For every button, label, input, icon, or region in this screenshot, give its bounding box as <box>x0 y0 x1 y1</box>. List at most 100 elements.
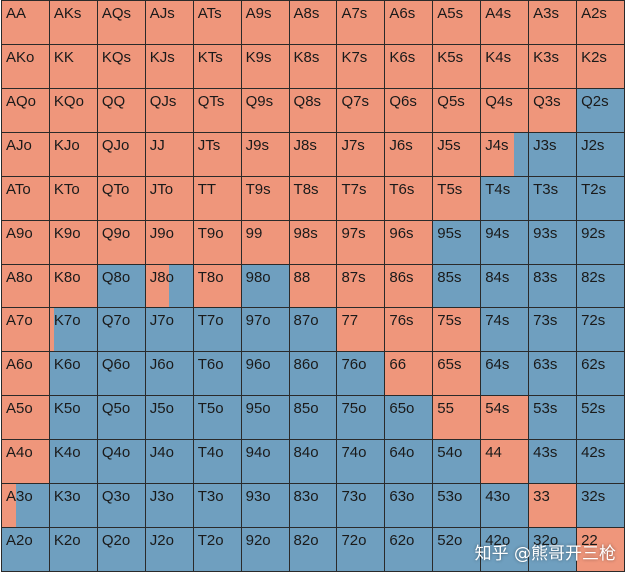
hand-label: T3o <box>197 488 224 506</box>
hand-cell-fill <box>337 308 385 352</box>
hand-label: A2o <box>6 532 33 550</box>
hand-cell: 77 <box>337 308 385 352</box>
hand-label: K6o <box>53 356 81 374</box>
hand-cell-fill <box>289 88 337 132</box>
hand-label: Q7s <box>341 92 369 110</box>
hand-label: K6s <box>389 48 416 66</box>
hand-label: T4s <box>485 180 511 198</box>
hand-label: KJs <box>149 48 175 66</box>
hand-label: 54o <box>437 444 463 462</box>
hand-cell: A8o <box>2 264 49 308</box>
hand-cell-fill <box>385 176 433 220</box>
hand-cell: Q9o <box>97 220 145 264</box>
hand-label: 98s <box>293 224 318 242</box>
hand-label: Q3o <box>101 488 131 506</box>
hand-cell: J9o <box>145 220 193 264</box>
hand-label: Q8s <box>293 92 322 110</box>
hand-cell: T3o <box>193 484 241 528</box>
hand-cell: K9o <box>49 220 97 264</box>
hand-cell: J4s <box>481 132 529 176</box>
hand-cell: K4s <box>481 44 529 88</box>
hand-cell: T4s <box>481 176 529 220</box>
hand-label: J7o <box>149 312 174 330</box>
hand-cell: Q7s <box>337 88 385 132</box>
hand-cell-fill <box>193 88 241 132</box>
hand-label: Q5o <box>101 400 131 418</box>
hand-cell: AQo <box>2 88 49 132</box>
hand-label: K9s <box>245 48 272 66</box>
hand-cell: 53s <box>529 396 577 440</box>
hand-cell-fill <box>2 176 49 220</box>
hand-cell: 72o <box>337 528 385 571</box>
hand-cell: K4o <box>49 440 97 484</box>
hand-cell: 92s <box>577 220 624 264</box>
hand-cell: ATo <box>2 176 49 220</box>
hand-cell-fill <box>145 132 193 176</box>
hand-label: 74o <box>341 444 367 462</box>
hand-label: 83s <box>533 268 558 286</box>
hand-cell: QJs <box>145 88 193 132</box>
hand-cell-fill <box>2 44 49 88</box>
hand-label: 92s <box>581 224 606 242</box>
hand-cell-fill <box>289 176 337 220</box>
hand-label: K3o <box>53 488 81 506</box>
hand-cell-fill <box>97 44 145 88</box>
hand-cell: QQ <box>97 88 145 132</box>
hand-cell: 95s <box>433 220 481 264</box>
hand-cell: J5s <box>433 132 481 176</box>
hand-cell: K8s <box>289 44 337 88</box>
hand-cell: Q5s <box>433 88 481 132</box>
hand-cell-fill <box>2 264 49 308</box>
hand-cell-fill <box>481 1 529 44</box>
hand-label: 43s <box>533 444 558 462</box>
hand-cell: 96s <box>385 220 433 264</box>
hand-label: J8o <box>149 268 174 286</box>
hand-label: Q6o <box>101 356 131 374</box>
hand-cell-fill <box>337 88 385 132</box>
hand-cell-fill <box>241 88 289 132</box>
hand-label: T8o <box>197 268 224 286</box>
hand-label: 93o <box>245 488 271 506</box>
hand-cell-fill <box>49 88 97 132</box>
hand-cell: A8s <box>289 1 337 44</box>
hand-cell-fill <box>577 528 624 571</box>
hand-label: 93s <box>533 224 558 242</box>
hand-cell: 97s <box>337 220 385 264</box>
hand-label: Q8o <box>101 268 131 286</box>
hand-cell: J4o <box>145 440 193 484</box>
hand-label: KTo <box>53 180 80 198</box>
hand-label: A7o <box>6 312 33 330</box>
hand-label: T9o <box>197 224 224 242</box>
hand-cell: T7s <box>337 176 385 220</box>
hand-label: Q7o <box>101 312 131 330</box>
hand-label: AKs <box>53 5 82 22</box>
hand-cell-fill <box>145 176 193 220</box>
hand-label: K7s <box>341 48 368 66</box>
hand-label: 84o <box>293 444 319 462</box>
hand-cell: T9s <box>241 176 289 220</box>
hand-label: Q2s <box>581 92 609 110</box>
hand-cell: Q9s <box>241 88 289 132</box>
hand-cell: A2o <box>2 528 49 571</box>
hand-label: 65s <box>437 356 462 374</box>
hand-cell: T2o <box>193 528 241 571</box>
hand-cell: 93s <box>529 220 577 264</box>
hand-label: JTs <box>197 136 221 154</box>
hand-cell: KTo <box>49 176 97 220</box>
hand-label: 63o <box>389 488 415 506</box>
hand-label: 97o <box>245 312 271 330</box>
hand-label: 96o <box>245 356 271 374</box>
hand-cell: 43s <box>529 440 577 484</box>
hand-cell: J8o <box>145 264 193 308</box>
hand-label: T5s <box>437 180 463 198</box>
hand-label: 84s <box>485 268 510 286</box>
hand-label: K3s <box>533 48 559 66</box>
hand-cell-fill <box>241 220 289 264</box>
hand-cell: 66 <box>385 352 433 396</box>
hand-cell-fill <box>145 264 170 308</box>
hand-label: K8o <box>53 268 81 286</box>
hand-label: Q6s <box>389 92 417 110</box>
hand-cell: K2o <box>49 528 97 571</box>
hand-label: 76o <box>341 356 367 374</box>
